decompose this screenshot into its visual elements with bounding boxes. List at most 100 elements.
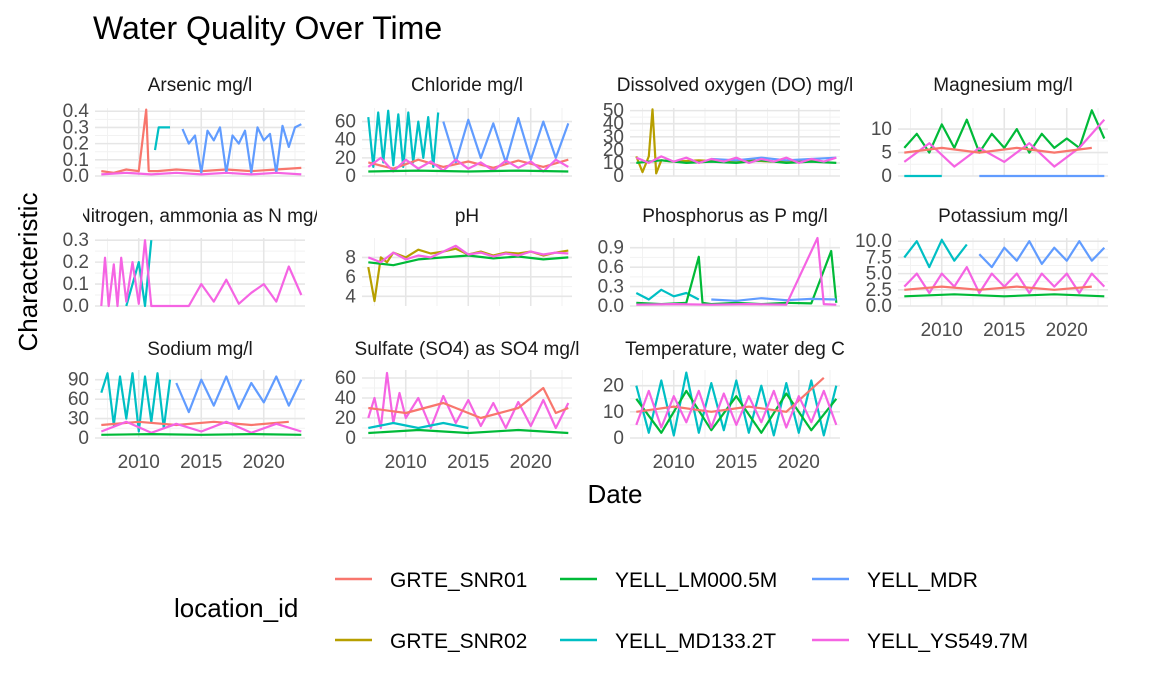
- series-line: [367, 244, 569, 264]
- y-tick-label: 20: [335, 408, 356, 429]
- x-tick-label: 2015: [983, 320, 1025, 341]
- y-tick-label: 5: [881, 143, 892, 164]
- series-line: [100, 239, 303, 308]
- facet-panel: 0.02.55.07.510.0 Potassium mg/l 2010 2015 20…: [855, 206, 1108, 341]
- series-line: [635, 389, 838, 429]
- facet-title: Temperature, water deg C: [625, 339, 845, 360]
- x-tick-label: 2010: [118, 452, 160, 473]
- series-line: [904, 285, 1092, 291]
- y-tick-label: 0.1: [63, 150, 89, 171]
- facet-title: Nitrogen, ammonia as N mg/l: [77, 206, 323, 227]
- x-axis-title: Date: [588, 479, 643, 509]
- y-tick-label: 7.5: [866, 247, 892, 268]
- series-line: [153, 126, 170, 151]
- series-line: [367, 371, 570, 430]
- y-tick-label: 0: [613, 166, 624, 187]
- y-tick-label: 90: [68, 370, 89, 391]
- series-line: [367, 109, 440, 168]
- y-tick-label: 0.1: [63, 274, 89, 295]
- y-tick-label: 30: [68, 409, 89, 430]
- series-line: [367, 156, 569, 173]
- legend-label: YELL_YS549.7M: [867, 630, 1028, 653]
- x-tick-label: 2010: [653, 452, 695, 473]
- series-line: [904, 146, 1092, 154]
- series-line: [368, 428, 569, 435]
- series-line: [442, 116, 570, 164]
- series-line: [978, 240, 1106, 269]
- series-line: [635, 155, 837, 164]
- x-tick-label: 2015: [715, 452, 757, 473]
- y-tick-label: 40: [335, 130, 356, 151]
- y-tick-label: 40: [603, 114, 624, 135]
- series-line: [181, 123, 302, 174]
- y-tick-label: 5.0: [866, 264, 892, 285]
- facet-panel: 0.00.10.20.30.4 Arsenic mg/l: [63, 75, 305, 187]
- y-tick-label: 8: [345, 247, 356, 268]
- facet-title: Sodium mg/l: [147, 339, 253, 360]
- y-tick-label: 0: [613, 428, 624, 449]
- y-tick-label: 0.4: [63, 101, 90, 122]
- y-tick-label: 20: [603, 376, 624, 397]
- x-tick-label: 2020: [510, 452, 552, 473]
- y-tick-label: 60: [335, 112, 356, 133]
- legend-label: YELL_MD133.2T: [615, 630, 776, 653]
- series-line: [175, 375, 303, 414]
- y-tick-label: 60: [68, 389, 89, 410]
- y-tick-label: 0: [345, 428, 356, 449]
- facet-title: Dissolved oxygen (DO) mg/l: [617, 75, 854, 96]
- y-tick-label: 0.0: [866, 296, 892, 317]
- legend-label: YELL_LM000.5M: [615, 569, 777, 592]
- series-line: [368, 421, 469, 430]
- series-line: [903, 109, 1106, 154]
- x-tick-label: 2010: [921, 320, 963, 341]
- x-tick-label: 2015: [180, 452, 222, 473]
- x-tick-label: 2020: [243, 452, 285, 473]
- y-tick-label: 6: [345, 267, 356, 288]
- y-tick-label: 0.3: [63, 117, 89, 138]
- facet-title: Potassium mg/l: [938, 206, 1068, 227]
- legend-label: YELL_MDR: [867, 569, 978, 592]
- legend-label: GRTE_SNR02: [390, 630, 527, 653]
- series-line: [101, 420, 289, 427]
- y-tick-label: 0: [78, 428, 89, 449]
- x-tick-label: 2010: [385, 452, 427, 473]
- y-tick-label: 0.6: [598, 257, 624, 278]
- legend: location_id GRTE_SNR01 YELL_LM000.5M YELL_…: [174, 569, 1028, 653]
- legend-title: location_id: [174, 593, 298, 623]
- legend-label: GRTE_SNR01: [390, 569, 527, 592]
- y-tick-label: 4: [345, 286, 356, 307]
- series-line: [635, 389, 838, 434]
- y-tick-label: 0.3: [598, 277, 624, 298]
- y-tick-label: 0.0: [598, 296, 624, 317]
- y-tick-label: 10: [603, 402, 624, 423]
- series-line: [903, 118, 1106, 168]
- facet-title: Chloride mg/l: [411, 75, 523, 96]
- y-tick-label: 0.9: [598, 238, 624, 259]
- y-tick-label: 10.0: [855, 231, 892, 252]
- series-line: [711, 297, 837, 302]
- y-axis-title: Characteristic: [13, 193, 43, 352]
- y-tick-label: 30: [603, 127, 624, 148]
- series-line: [100, 372, 172, 433]
- x-tick-label: 2015: [447, 452, 489, 473]
- facet-title: Magnesium mg/l: [933, 75, 1072, 96]
- y-tick-label: 0.3: [63, 230, 89, 251]
- facet-title: Phosphorus as P mg/l: [642, 206, 828, 227]
- x-tick-label: 2020: [778, 452, 820, 473]
- y-tick-label: 40: [335, 388, 356, 409]
- y-tick-label: 2.5: [866, 280, 892, 301]
- series-line: [101, 433, 302, 436]
- y-tick-label: 0: [881, 166, 892, 187]
- y-tick-label: 0: [345, 166, 356, 187]
- series-line: [636, 236, 837, 306]
- y-tick-label: 10: [871, 119, 892, 140]
- facet-title: Sulfate (SO4) as SO4 mg/l: [355, 339, 580, 360]
- x-tick-label: 2020: [1046, 320, 1088, 341]
